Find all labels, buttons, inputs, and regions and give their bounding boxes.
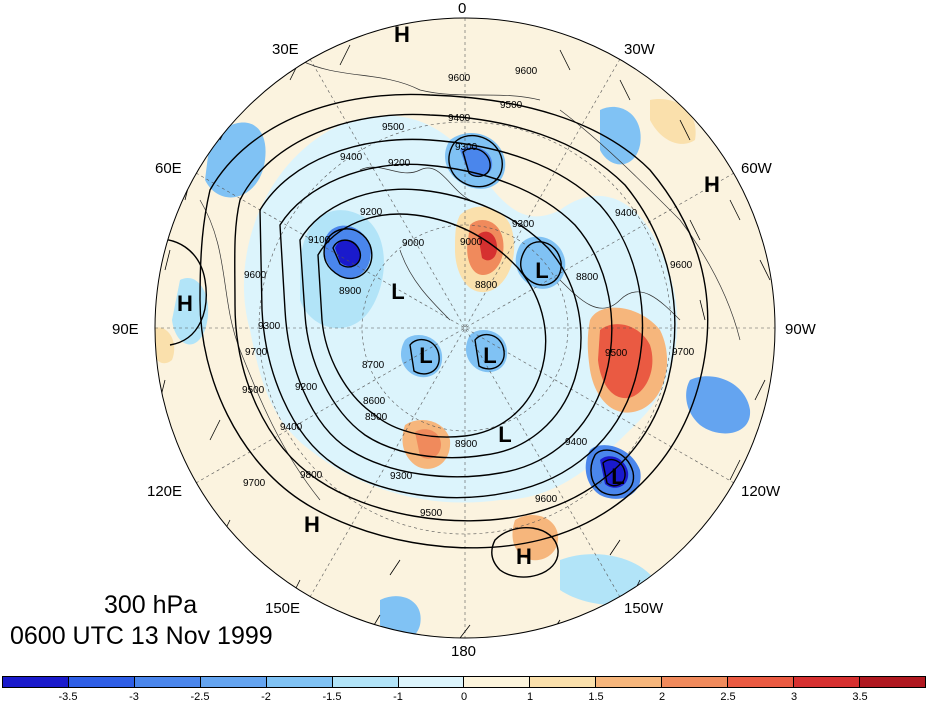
colorbar-tick-label: 3.5 — [852, 691, 868, 703]
colorbar-tick-label: -3 — [129, 691, 139, 703]
lon-label-60w: 60W — [741, 160, 772, 177]
colorbar-cell — [200, 677, 267, 687]
contour-label: 9600 — [535, 494, 558, 505]
contour-label: 9500 — [242, 385, 265, 396]
title-level: 300 hPa — [104, 591, 198, 619]
contour-label: 9200 — [388, 158, 411, 169]
low-center-marker: L — [483, 343, 496, 368]
colorbar-tick-label: 3 — [790, 691, 798, 703]
contour-label: 9000 — [460, 237, 483, 248]
contour-label: 9300 — [512, 219, 535, 230]
colorbar-tick-label: -3.5 — [58, 691, 78, 703]
colorbar-tick-label: 1 — [526, 691, 534, 703]
contour-label: 8800 — [475, 280, 498, 291]
map-boundary — [154, 17, 776, 639]
contour-label: 9700 — [672, 347, 695, 358]
colorbar-cell — [662, 677, 729, 687]
contour-label: 9700 — [243, 478, 266, 489]
contour-label: 9700 — [245, 347, 268, 358]
graticule — [155, 18, 775, 638]
colorbar-cell — [728, 677, 795, 687]
colorbar-cell — [596, 677, 663, 687]
pressure-centers: H H H H H L L L L L L — [177, 22, 720, 569]
colorbar-cell — [398, 677, 465, 687]
map-disk — [155, 18, 775, 638]
high-center-marker: H — [304, 512, 320, 537]
title-time: 0600 UTC 13 Nov 1999 — [10, 622, 273, 650]
colorbar-cell — [68, 677, 135, 687]
colorbar-tick-label: -1.5 — [322, 691, 342, 703]
lon-label-30e: 30E — [272, 41, 299, 58]
colorbar-tick-label: -1 — [393, 691, 403, 703]
lon-label-120w: 120W — [741, 483, 781, 500]
contour-label: 9100 — [308, 235, 331, 246]
anomaly-shading — [155, 99, 751, 638]
lon-label-150e: 150E — [265, 600, 301, 617]
colorbar-tick-label: 2 — [658, 691, 666, 703]
contour-label: 9400 — [615, 208, 638, 219]
low-center-marker: L — [611, 464, 624, 489]
contour-label: 9400 — [448, 113, 471, 124]
contour-label: 8900 — [339, 286, 362, 297]
colorbar-tick-label: 1.5 — [588, 691, 604, 703]
contour-label: 8800 — [576, 272, 599, 283]
high-center-marker: H — [516, 544, 532, 569]
contour-label: 9400 — [340, 152, 363, 163]
colorbar-tick-label: 0 — [460, 691, 468, 703]
contour-label: 9800 — [300, 470, 323, 481]
contour-label: 9600 — [515, 66, 538, 77]
contour-label: 9200 — [295, 382, 318, 393]
contour-label: 8600 — [363, 396, 386, 407]
lon-label-30w: 30W — [624, 41, 655, 58]
height-contours — [155, 93, 709, 578]
contour-label: 9300 — [390, 471, 413, 482]
lon-label-0: 0 — [458, 0, 467, 17]
lon-label-90e: 90E — [112, 321, 139, 338]
colorbar-cell — [134, 677, 201, 687]
colorbar-tick-label: -2 — [261, 691, 271, 703]
colorbar-cell — [266, 677, 333, 687]
contour-label: 8500 — [365, 412, 388, 423]
low-center-marker: L — [498, 422, 511, 447]
high-center-marker: H — [704, 172, 720, 197]
contour-label: 9400 — [565, 437, 588, 448]
low-center-marker: L — [391, 279, 404, 304]
contour-label: 9500 — [605, 348, 628, 359]
colorbar-cell — [3, 677, 69, 687]
contour-label: 9000 — [402, 238, 425, 249]
contour-label: 9500 — [420, 508, 443, 519]
colorbar-tick-label: -2.5 — [190, 691, 210, 703]
contour-label: 9500 — [500, 100, 523, 111]
colorbar-cell — [332, 677, 399, 687]
high-center-marker: H — [177, 291, 193, 316]
low-center-marker: L — [419, 343, 432, 368]
lon-label-120e: 120E — [147, 483, 183, 500]
contour-label: 9500 — [382, 122, 405, 133]
lon-label-180: 180 — [451, 643, 477, 660]
lon-label-150w: 150W — [624, 600, 664, 617]
contour-label: 9600 — [244, 270, 267, 281]
high-center-marker: H — [394, 22, 410, 47]
contour-label: 9600 — [670, 260, 693, 271]
colorbar-cell — [859, 677, 925, 687]
contour-label: 9400 — [280, 422, 303, 433]
lon-label-60e: 60E — [155, 160, 182, 177]
contour-label: 8700 — [362, 360, 385, 371]
contour-labels: 9600 9600 9500 9400 9500 9400 9200 9300 … — [242, 66, 695, 519]
colorbar-tick-label: 2.5 — [720, 691, 736, 703]
colorbar-cell — [794, 677, 860, 687]
colorbar-cell — [530, 677, 597, 687]
colorbar — [2, 676, 926, 688]
contour-label: 9600 — [448, 73, 471, 84]
contour-label: 9300 — [455, 142, 478, 153]
lon-label-90w: 90W — [785, 321, 816, 338]
colorbar-cell — [464, 677, 531, 687]
contour-label: 8900 — [455, 439, 478, 450]
contour-label: 9200 — [360, 207, 383, 218]
low-center-marker: L — [535, 258, 548, 283]
contour-label: 9300 — [258, 321, 281, 332]
